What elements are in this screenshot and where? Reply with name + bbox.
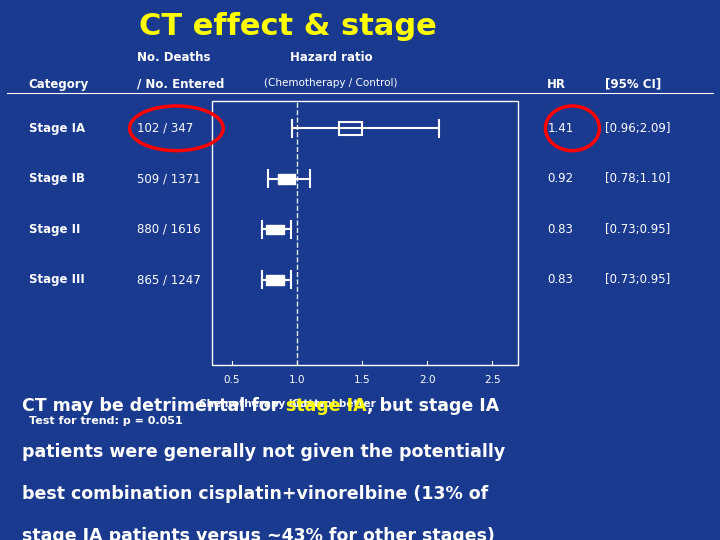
Text: Chemotherapy better: Chemotherapy better [199,399,325,409]
Text: HR: HR [547,78,566,91]
Bar [339,122,362,134]
Text: stage IA patients versus ~43% for other stages): stage IA patients versus ~43% for other … [22,527,495,540]
Text: 102 / 347: 102 / 347 [137,122,193,135]
Text: Test for trend: p = 0.051: Test for trend: p = 0.051 [29,416,182,426]
Text: patients were generally not given the potentially: patients were generally not given the po… [22,443,505,461]
Bar [278,174,295,184]
Text: 0.92: 0.92 [547,172,573,185]
Text: [0.73;0.95]: [0.73;0.95] [605,223,670,236]
Text: , but stage IA: , but stage IA [367,397,499,415]
Bar [212,101,518,366]
Text: Control better: Control better [292,399,375,409]
Text: (Chemotherapy / Control): (Chemotherapy / Control) [264,78,398,88]
Text: 0.83: 0.83 [547,223,573,236]
Text: Stage IB: Stage IB [29,172,85,185]
Text: 1.41: 1.41 [547,122,573,135]
Text: 509 / 1371: 509 / 1371 [137,172,200,185]
Text: CT may be detrimental for: CT may be detrimental for [22,397,285,415]
Bar [266,225,284,234]
Text: 865 / 1247: 865 / 1247 [137,273,201,286]
Text: 0.83: 0.83 [547,273,573,286]
Text: / No. Entered: / No. Entered [137,78,224,91]
Text: Stage II: Stage II [29,223,80,236]
Text: 2.5: 2.5 [484,375,500,385]
Text: [0.73;0.95]: [0.73;0.95] [605,273,670,286]
Text: 880 / 1616: 880 / 1616 [137,223,200,236]
Text: stage IA: stage IA [286,397,366,415]
Text: Category: Category [29,78,89,91]
Text: 2.0: 2.0 [419,375,436,385]
Text: [0.78;1.10]: [0.78;1.10] [605,172,670,185]
Text: No. Deaths: No. Deaths [137,51,210,64]
Text: Stage III: Stage III [29,273,84,286]
Text: [95% CI]: [95% CI] [605,78,661,91]
Text: CT effect & stage: CT effect & stage [139,12,437,40]
Text: [0.96;2.09]: [0.96;2.09] [605,122,670,135]
Text: 1.5: 1.5 [354,375,371,385]
Text: 1.0: 1.0 [289,375,305,385]
Text: Stage IA: Stage IA [29,122,85,135]
Text: best combination cisplatin+vinorelbine (13% of: best combination cisplatin+vinorelbine (… [22,485,488,503]
Bar [266,275,284,285]
Text: Hazard ratio: Hazard ratio [290,51,372,64]
Text: 0.5: 0.5 [224,375,240,385]
